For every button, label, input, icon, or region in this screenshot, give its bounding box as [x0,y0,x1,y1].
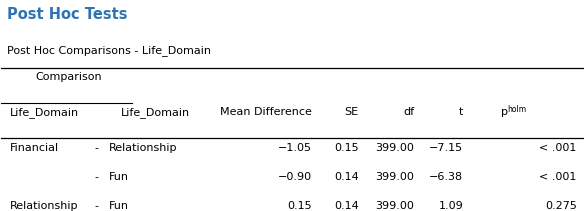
Text: −1.05: −1.05 [279,143,312,153]
Text: 0.275: 0.275 [545,202,577,211]
Text: 0.14: 0.14 [334,172,359,182]
Text: 0.14: 0.14 [334,202,359,211]
Text: Fun: Fun [109,172,129,182]
Text: < .001: < .001 [540,143,577,153]
Text: 399.00: 399.00 [375,172,414,182]
Text: 0.15: 0.15 [288,202,312,211]
Text: Post Hoc Tests: Post Hoc Tests [7,7,128,22]
Text: SE: SE [345,107,359,117]
Text: Life_Domain: Life_Domain [120,107,190,118]
Text: Financial: Financial [10,143,59,153]
Text: t: t [459,107,464,117]
Text: df: df [403,107,414,117]
Text: Fun: Fun [109,202,129,211]
Text: −6.38: −6.38 [429,172,464,182]
Text: Life_Domain: Life_Domain [10,107,79,118]
Text: < .001: < .001 [540,172,577,182]
Text: 399.00: 399.00 [375,202,414,211]
Text: −0.90: −0.90 [278,172,312,182]
Text: Post Hoc Comparisons - Life_Domain: Post Hoc Comparisons - Life_Domain [7,45,211,56]
Text: -: - [94,202,98,211]
Text: Relationship: Relationship [10,202,79,211]
Text: 399.00: 399.00 [375,143,414,153]
Text: p: p [501,107,508,117]
Text: -: - [94,143,98,153]
Text: Mean Difference: Mean Difference [221,107,312,117]
Text: Comparison: Comparison [35,72,102,82]
Text: −7.15: −7.15 [429,143,464,153]
Text: -: - [94,172,98,182]
Text: Relationship: Relationship [109,143,178,153]
Text: 1.09: 1.09 [439,202,464,211]
Text: holm: holm [507,104,527,114]
Text: 0.15: 0.15 [334,143,359,153]
